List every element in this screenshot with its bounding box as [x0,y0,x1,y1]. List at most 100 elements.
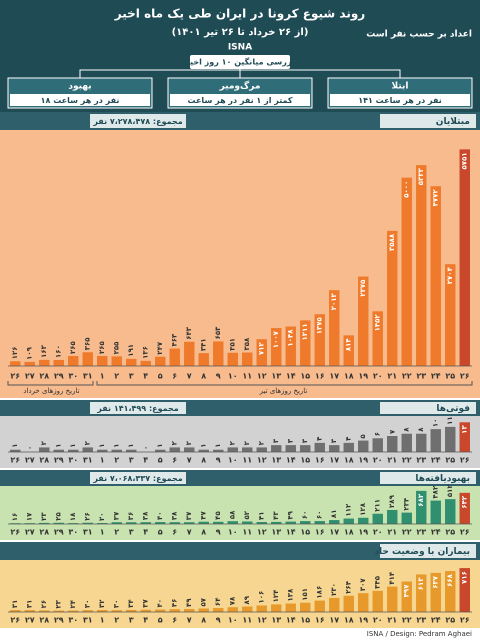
bar [329,445,340,452]
bar [416,165,427,366]
bar [82,447,93,452]
bar [459,568,470,612]
value-label: ۶۴۳ [185,326,193,340]
x-tick-label: ۱۱ [242,528,252,537]
bar [39,610,50,612]
panel-total-bg [90,402,186,414]
x-tick-label: ۲۰ [373,528,383,537]
x-tick-label: ۱ [100,456,105,465]
x-tick-label: ۱۰ [228,616,238,625]
x-tick-label: ۲۷ [25,528,35,537]
x-tick-label: ۲۵ [445,616,455,625]
x-tick-label: ۲۴ [431,616,441,625]
x-tick-label: ۲۹ [54,616,64,625]
x-tick-label: ۱۱ [242,456,252,465]
value-label: ۲ [171,440,179,445]
bar [39,359,50,366]
x-tick-label: ۸ [201,528,206,537]
bar [285,603,296,612]
bar [184,341,195,366]
bar [169,609,180,612]
bar [10,449,21,452]
x-tick-label: ۹ [216,528,221,537]
value-label: ۱ [69,443,77,447]
bar [242,352,253,366]
bar [126,449,137,452]
x-tick-label: ۱۶ [315,528,325,537]
x-tick-label: ۲۳ [416,616,426,625]
bar [271,521,282,524]
x-tick-label: ۱۲ [257,372,267,381]
x-tick-label: ۲۸ [39,456,49,465]
value-label: ۴ [316,436,324,441]
x-tick-label: ۳ [129,616,134,625]
bar [372,590,383,612]
value-label: ۱۰۴۸ [287,329,295,347]
x-tick-label: ۳۱ [83,528,93,537]
x-tick-label: ۱۶ [315,456,325,465]
panel-total-bg [90,472,186,484]
bar [314,314,325,366]
panel-title-bg [380,402,476,414]
value-label: ۶۳۷ [432,575,440,589]
panel-strip [0,542,480,560]
panel-total-bg [90,114,186,128]
value-label: ۱۶۳ [40,344,48,358]
value-label: ۲۵ [55,512,63,521]
bar [140,522,151,524]
bar [140,609,151,612]
x-tick-label: ۲۰ [373,456,383,465]
value-label: ۳۰۷ [359,578,367,592]
bar [184,522,195,524]
value-label: ۳ [272,438,280,443]
bar [416,433,427,452]
bar [169,348,180,366]
bar [155,609,166,612]
value-label: ۳۵۸۸ [388,233,396,251]
value-label: ۶۰ [301,511,309,520]
x-tick-label: ۲۶ [460,528,470,537]
summary-card-value-bg [170,94,310,106]
x-tick-label: ۵ [158,372,163,381]
value-label: ۳۱ [26,600,34,609]
x-tick-label: ۲۹ [54,528,64,537]
value-label: ۸۱۴ [345,338,353,352]
x-tick-label: ۲ [114,372,119,381]
value-label: ۳۵۸ [243,337,251,351]
x-tick-label: ۲۱ [387,528,397,537]
value-label: ۱ [214,443,222,447]
value-label: ۸۱ [330,510,338,519]
value-label: ۸ [417,427,425,432]
value-label: ۴۶ [171,599,179,608]
x-tick-label: ۱۷ [329,372,339,381]
value-label: ۵۲ [243,510,251,519]
bar [445,499,456,524]
value-label: ۲۳۴ [403,497,411,511]
bar [358,276,369,366]
x-tick-label: ۷ [187,616,192,625]
x-tick-label: ۵ [158,616,163,625]
x-tick-label: ۱ [100,616,105,625]
x-tick-label: ۱۴ [286,372,296,381]
value-label: ۳۴۵ [374,575,382,589]
x-tick-label: ۱ [100,528,105,537]
bar [387,586,398,612]
bar [401,433,412,452]
value-label: ۴۱۴ [388,571,396,585]
bar [39,447,50,452]
note: اعداد بر حسب نفر است [366,30,472,40]
bar [459,149,470,366]
footer: ISNA / Design: Pedram Aghaei [367,630,472,638]
summary-card-value-bg [330,94,470,106]
panel-title: فوتی‌ها [436,404,470,414]
bar [24,610,35,612]
x-tick-label: ۷ [187,528,192,537]
value-label: ۱۳ [461,425,469,434]
value-label: ۲۷۰۴ [446,266,454,284]
bar [169,447,180,452]
bar [24,523,35,524]
bar [82,610,93,612]
x-tick-label: ۱۸ [344,528,354,537]
value-label: ۶۴ [214,597,222,606]
bar [256,447,267,452]
